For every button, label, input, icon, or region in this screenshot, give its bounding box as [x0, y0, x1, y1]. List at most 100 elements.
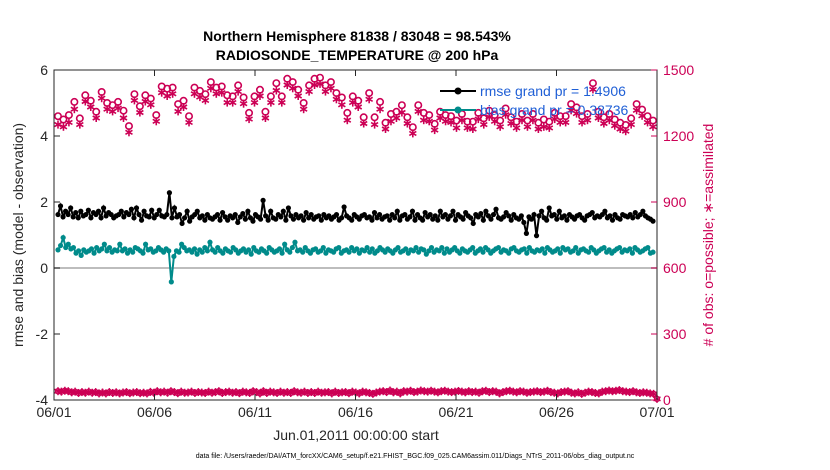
bias-point	[413, 244, 419, 251]
y-right-tick-label: 600	[663, 260, 687, 276]
bias-point	[264, 250, 270, 256]
rmse-point	[232, 211, 238, 218]
bias-point	[645, 244, 651, 251]
bias-point	[279, 250, 285, 256]
obs-assimilated-point	[146, 100, 155, 109]
bias-point	[470, 244, 476, 251]
rmse-point	[523, 230, 530, 236]
rmse-point	[338, 215, 345, 221]
bias-point	[78, 252, 84, 259]
bias-point	[480, 249, 486, 255]
obs-assimilated-point	[627, 120, 636, 129]
bias-point	[65, 241, 71, 247]
bias-point	[114, 248, 120, 254]
rmse-point	[133, 205, 140, 211]
rmse-point	[166, 190, 173, 196]
bias-point	[140, 250, 146, 256]
obs-assimilated-point	[59, 122, 68, 131]
obs-assimilated-point	[359, 119, 368, 128]
bias-point	[555, 246, 561, 252]
rmse-point	[333, 211, 340, 218]
y-right-tick-label: 300	[663, 326, 687, 342]
bias-point	[130, 249, 136, 255]
rmse-point	[242, 216, 248, 222]
obs-assimilated-point	[245, 115, 253, 124]
rmse-point	[75, 215, 81, 221]
obs-bottom-circle	[287, 389, 294, 397]
obs-bottom-circle	[345, 389, 353, 397]
rmse-point	[561, 213, 567, 219]
bias-point	[557, 250, 563, 256]
obs-bottom-circle	[246, 389, 253, 397]
rmse-point	[490, 211, 497, 218]
obs-assimilated-point	[638, 111, 646, 120]
bias-point	[300, 249, 306, 255]
rmse-point	[447, 213, 454, 219]
bias-point	[629, 250, 635, 256]
rmse-point	[131, 215, 137, 221]
rmse-point	[268, 208, 274, 214]
bias-point	[573, 244, 579, 251]
obs-assimilated-point	[376, 105, 384, 114]
obs-bottom-circle	[492, 388, 500, 395]
rmse-point	[278, 214, 284, 220]
obs-assimilated-point	[447, 118, 455, 127]
bias-point	[542, 250, 548, 256]
rmse-point	[488, 216, 494, 222]
rmse-point	[136, 211, 142, 218]
rmse-point	[630, 215, 636, 221]
x-axis-label: Jun.01,2011 00:00:00 start	[273, 427, 439, 443]
rmse-point	[179, 220, 185, 227]
bias-point	[282, 241, 288, 247]
y-axis-right: 0 300 600 900 1200 1500	[651, 62, 694, 408]
obs-assimilated-point	[370, 120, 379, 129]
rmse-point	[318, 217, 324, 223]
rmse-point	[394, 208, 400, 214]
y-left-tick-label: -4	[36, 392, 49, 408]
obs-assimilated-point	[496, 122, 505, 131]
obs-assimilated-point	[70, 105, 79, 114]
rmse-point	[376, 211, 383, 218]
rmse-point	[531, 211, 537, 218]
obs-assimilated-point	[621, 127, 630, 136]
obs-bottom-circle	[236, 389, 243, 397]
obs-assimilated-point	[327, 84, 335, 93]
rmse-point	[298, 213, 304, 219]
bias-point	[524, 250, 530, 256]
rmse-point	[176, 211, 183, 218]
obs-assimilated-point	[316, 79, 324, 88]
bias-point	[276, 246, 283, 252]
rmse-point	[533, 233, 540, 239]
rmse-point	[384, 213, 390, 219]
obs-assimilated-point	[430, 126, 439, 135]
bias-point	[207, 239, 213, 245]
rmse-point	[409, 208, 416, 214]
bias-point	[395, 244, 401, 251]
bias-point	[60, 235, 66, 241]
obs-assimilated-point	[403, 119, 412, 128]
bias-point	[204, 248, 210, 254]
obs-assimilated-point	[337, 100, 346, 109]
rmse-point	[240, 210, 246, 217]
bias-point	[142, 241, 149, 247]
rmse-point	[88, 215, 94, 221]
bias-point	[70, 244, 77, 251]
obs-assimilated-point	[501, 110, 510, 119]
obs-bottom-circle	[595, 390, 603, 397]
obs-bottom-circle	[564, 388, 572, 395]
bias-point	[421, 247, 427, 253]
rmse-point	[121, 214, 127, 220]
bias-point	[171, 253, 177, 260]
obs-assimilated-point	[261, 114, 270, 122]
rmse-point	[225, 217, 231, 223]
bias-point	[320, 244, 326, 251]
y-right-tick-label: 900	[663, 194, 687, 210]
y-axis-left: -4 -2 0 2 4 6	[36, 62, 60, 408]
obs-assimilated-point	[125, 128, 133, 137]
obs-bottom-circle	[260, 388, 267, 395]
rmse-point	[100, 205, 107, 211]
bias-point	[495, 244, 502, 251]
rmse-point	[480, 217, 486, 223]
rmse-point	[369, 217, 375, 223]
